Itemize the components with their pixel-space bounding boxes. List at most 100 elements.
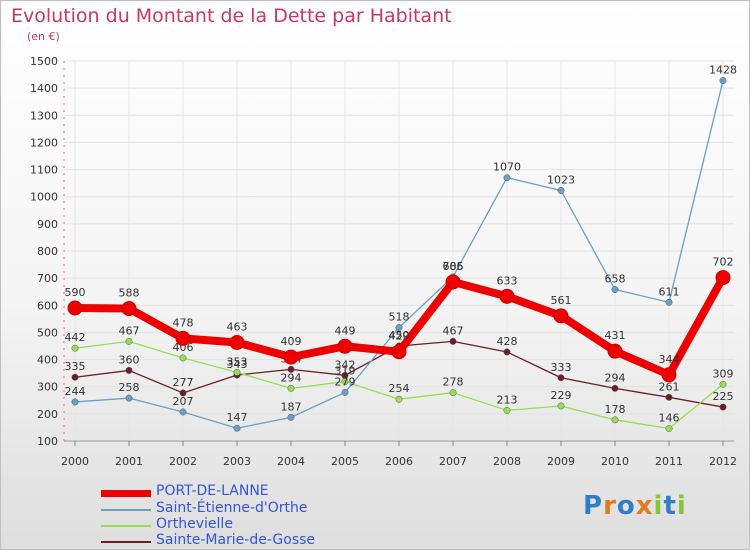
- data-label: 478: [173, 316, 194, 329]
- legend-label: PORT-DE-LANNE: [156, 483, 269, 499]
- data-point: [719, 380, 727, 388]
- x-tick-label: 2003: [223, 455, 251, 468]
- proxiti-logo: Proxiti: [583, 491, 687, 521]
- data-point: [179, 389, 187, 397]
- logo-letter: i: [653, 491, 664, 521]
- data-label: 1070: [493, 161, 521, 174]
- y-tick-label: 400: [37, 354, 58, 367]
- data-label: 431: [605, 329, 626, 342]
- data-point: [449, 337, 457, 345]
- data-label: 229: [551, 389, 572, 402]
- legend-swatch: [101, 509, 151, 511]
- data-label: 429: [389, 330, 410, 343]
- x-tick-label: 2007: [439, 455, 467, 468]
- x-tick-label: 2008: [493, 455, 521, 468]
- data-label: 294: [605, 371, 626, 384]
- data-point: [445, 274, 461, 290]
- logo-letter: x: [635, 491, 654, 521]
- data-label: 463: [227, 320, 248, 333]
- data-label: 633: [497, 274, 518, 287]
- y-tick-label: 1300: [30, 109, 58, 122]
- y-tick-label: 500: [37, 326, 58, 339]
- data-label: 561: [551, 294, 572, 307]
- data-label: 702: [713, 256, 734, 269]
- y-tick-label: 1000: [30, 191, 58, 204]
- data-point: [125, 394, 133, 402]
- data-point: [391, 344, 407, 360]
- data-label: 244: [65, 385, 86, 398]
- data-point: [503, 348, 511, 356]
- data-point: [661, 367, 677, 383]
- logo-letter: i: [676, 491, 687, 521]
- data-point: [665, 298, 673, 306]
- data-label: 225: [713, 390, 734, 403]
- logo-letter: r: [603, 491, 617, 521]
- chart-title: Evolution du Montant de la Dette par Hab…: [11, 5, 452, 27]
- data-label: 342: [335, 358, 356, 371]
- data-label: 261: [659, 380, 680, 393]
- data-point: [557, 187, 565, 194]
- data-point: [553, 308, 569, 324]
- data-label: 428: [497, 335, 518, 348]
- data-point: [503, 406, 511, 414]
- data-point: [503, 174, 511, 182]
- data-label: 333: [551, 361, 572, 374]
- legend-swatch: [101, 525, 151, 527]
- data-label: 353: [227, 355, 248, 368]
- logo-letter: t: [663, 491, 677, 521]
- data-label: 258: [119, 381, 140, 394]
- data-point: [341, 388, 349, 396]
- data-point: [179, 354, 187, 362]
- data-label: 146: [659, 412, 680, 425]
- data-label: 344: [659, 353, 680, 366]
- data-label: 449: [335, 324, 356, 337]
- data-label: 442: [65, 331, 86, 344]
- data-point: [287, 384, 295, 392]
- y-tick-label: 1500: [30, 55, 58, 68]
- x-tick-label: 2004: [277, 455, 305, 468]
- legend-item-saint-etienne-d-orthe: Saint-Étienne-d'Orthe: [101, 500, 361, 518]
- data-point: [557, 374, 565, 382]
- data-label: 590: [65, 286, 86, 299]
- x-tick-label: 2000: [61, 455, 89, 468]
- data-point: [341, 378, 349, 386]
- data-point: [715, 270, 731, 286]
- data-point: [499, 288, 515, 304]
- legend-item-orthevielle: Orthevielle: [101, 516, 361, 534]
- data-label: 705: [443, 260, 464, 273]
- y-tick-label: 1100: [30, 164, 58, 177]
- data-label: 658: [605, 273, 626, 286]
- data-label: 467: [119, 324, 140, 337]
- data-label: 343: [227, 358, 248, 371]
- unit-label: (en €): [27, 30, 60, 43]
- data-label: 309: [713, 367, 734, 380]
- data-point: [719, 77, 727, 84]
- data-label: 279: [335, 375, 356, 388]
- y-tick-label: 300: [37, 381, 58, 394]
- data-point: [71, 398, 79, 406]
- data-label: 335: [65, 360, 86, 373]
- data-label: 611: [659, 285, 680, 298]
- data-label: 467: [443, 324, 464, 337]
- data-label: 406: [173, 341, 194, 354]
- legend-label: Saint-Étienne-d'Orthe: [156, 500, 308, 516]
- data-point: [719, 403, 727, 411]
- data-point: [233, 368, 241, 376]
- data-point: [449, 389, 457, 397]
- legend-label: Orthevielle: [156, 516, 233, 532]
- data-point: [125, 366, 133, 374]
- y-tick-label: 600: [37, 299, 58, 312]
- data-point: [611, 384, 619, 392]
- data-label: 187: [281, 400, 302, 413]
- y-tick-label: 100: [37, 435, 58, 448]
- data-label: 686: [443, 260, 464, 273]
- data-label: 518: [389, 311, 410, 324]
- y-tick-label: 1200: [30, 136, 58, 149]
- x-tick-label: 2002: [169, 455, 197, 468]
- data-label: 254: [389, 382, 410, 395]
- data-point: [229, 334, 245, 350]
- legend-label: Sainte-Marie-de-Gosse: [156, 532, 316, 548]
- data-point: [179, 408, 187, 416]
- logo-letter: P: [583, 491, 604, 521]
- x-tick-label: 2001: [115, 455, 143, 468]
